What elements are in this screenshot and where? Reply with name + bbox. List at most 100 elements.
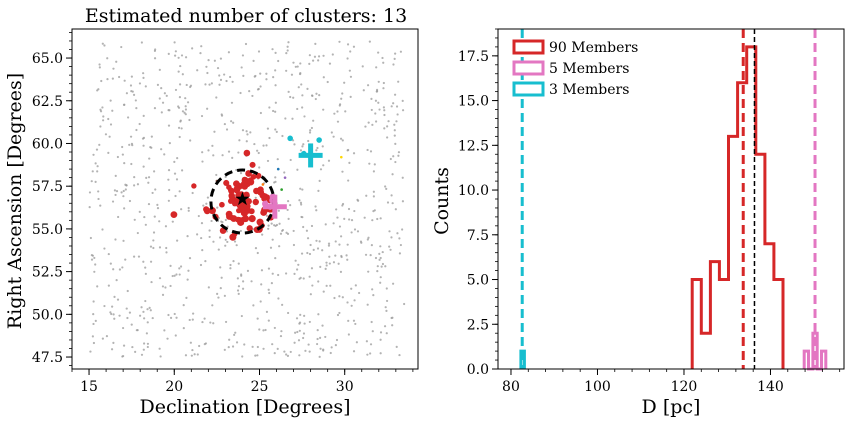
- background-star-point: [392, 155, 395, 158]
- background-star-point: [180, 54, 184, 57]
- background-star-point: [202, 204, 205, 207]
- background-star-point: [246, 269, 250, 272]
- background-star-point: [257, 50, 261, 53]
- background-star-point: [364, 253, 368, 256]
- background-star-point: [188, 257, 192, 260]
- background-star-point: [135, 107, 138, 110]
- background-star-point: [341, 170, 344, 173]
- legend-swatch: [512, 60, 545, 76]
- background-star-point: [241, 54, 245, 57]
- background-star-point: [285, 353, 288, 356]
- background-star-point: [257, 87, 260, 91]
- background-star-point: [296, 107, 299, 111]
- background-star-point: [383, 325, 387, 328]
- x-tick-label: 30: [336, 379, 354, 395]
- cluster-member-point: [249, 161, 256, 168]
- background-star-point: [299, 201, 303, 204]
- background-star-point: [307, 139, 310, 143]
- background-star-point: [159, 355, 162, 358]
- background-star-point: [127, 116, 130, 119]
- background-star-point: [223, 348, 226, 351]
- background-star-point: [224, 320, 228, 324]
- background-star-point: [279, 232, 283, 235]
- background-star-point: [160, 87, 163, 90]
- background-star-point: [335, 338, 339, 342]
- background-star-point: [136, 183, 140, 186]
- background-star-point: [277, 273, 280, 277]
- background-star-point: [391, 173, 394, 176]
- background-star-point: [189, 139, 192, 142]
- background-star-point: [366, 238, 369, 241]
- background-star-point: [382, 106, 385, 109]
- cluster-member-point: [248, 208, 255, 215]
- background-star-point: [191, 348, 194, 352]
- background-star-point: [205, 65, 208, 68]
- background-star-point: [98, 143, 101, 146]
- right-histogram-panel: 80 100 120 140 0.0 2.5 5.0 7.5 10.0 12.5 15.0 17.5…: [431, 28, 845, 418]
- background-star-point: [393, 129, 396, 132]
- background-star-point: [352, 152, 356, 155]
- background-star-point: [330, 346, 333, 349]
- background-star-point: [229, 267, 232, 270]
- background-star-point: [325, 284, 328, 287]
- background-star-point: [241, 287, 245, 290]
- background-star-point: [293, 341, 296, 344]
- background-star-point: [325, 261, 328, 264]
- background-star-point: [107, 252, 110, 256]
- background-star-point: [293, 272, 296, 275]
- background-star-point: [104, 133, 108, 136]
- background-star-point: [109, 99, 112, 102]
- background-star-point: [303, 115, 306, 118]
- cluster-member-point: [223, 179, 230, 187]
- background-star-point: [319, 168, 323, 171]
- background-star-point: [134, 350, 137, 353]
- background-star-point: [315, 209, 318, 212]
- background-star-point: [231, 345, 235, 348]
- background-star-point: [100, 79, 103, 83]
- background-star-point: [314, 42, 317, 45]
- background-star-point: [114, 238, 117, 241]
- background-star-point: [262, 347, 265, 350]
- background-star-point: [118, 268, 121, 271]
- background-star-point: [262, 144, 265, 147]
- background-star-point: [180, 208, 183, 211]
- background-star-point: [251, 345, 254, 348]
- background-star-point: [108, 135, 111, 138]
- background-star-point: [163, 92, 166, 95]
- y-tick-label: 12.5: [458, 138, 489, 154]
- background-star-point: [121, 153, 124, 156]
- background-star-point: [190, 354, 193, 357]
- background-star-point: [294, 259, 297, 262]
- background-star-point: [254, 196, 257, 199]
- background-star-point: [273, 224, 276, 227]
- background-star-point: [290, 73, 294, 76]
- background-star-point: [232, 260, 235, 263]
- background-star-point: [158, 277, 162, 280]
- background-star-point: [101, 42, 104, 45]
- background-star-point: [286, 49, 289, 52]
- background-star-point: [199, 52, 202, 55]
- background-star-point: [332, 135, 335, 138]
- background-star-point: [375, 90, 378, 93]
- background-star-point: [372, 190, 375, 193]
- background-star-point: [150, 135, 153, 138]
- background-star-point: [332, 222, 335, 225]
- background-star-point: [383, 113, 386, 117]
- background-star-point: [178, 190, 181, 193]
- background-star-point: [105, 335, 109, 338]
- background-star-point: [307, 343, 310, 346]
- background-star-point: [252, 59, 255, 62]
- background-star-point: [388, 245, 391, 248]
- background-star-point: [302, 225, 305, 229]
- background-star-point: [338, 40, 341, 43]
- background-star-point: [153, 57, 157, 60]
- background-star-point: [376, 265, 379, 268]
- background-star-point: [136, 231, 139, 235]
- background-star-point: [317, 55, 321, 58]
- background-star-point: [340, 97, 343, 100]
- background-star-point: [401, 200, 405, 203]
- background-star-point: [158, 246, 162, 249]
- background-star-point: [121, 145, 124, 149]
- background-star-point: [397, 151, 401, 154]
- cluster-member-point: [287, 135, 293, 142]
